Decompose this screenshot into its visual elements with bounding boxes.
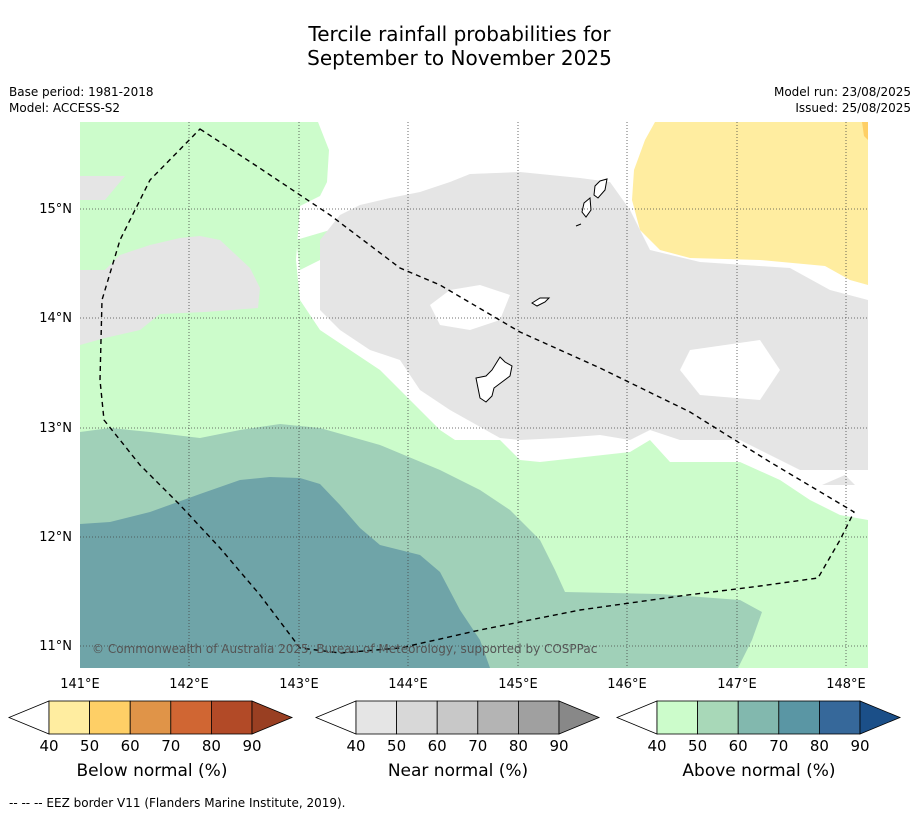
colorbar-tick-label: 90	[549, 737, 568, 755]
near-gap-region	[430, 285, 510, 330]
meta-left: Base period: 1981-2018 Model: ACCESS-S2	[9, 84, 154, 116]
colorbar-tick-label: 80	[509, 737, 528, 755]
colorbar-segment	[89, 700, 131, 735]
colorbar-tick-label: 60	[428, 737, 447, 755]
meta-right: Model run: 23/08/2025 Issued: 25/08/2025	[774, 84, 911, 116]
colorbar-tick-label: 80	[810, 737, 829, 755]
above-60-region	[80, 477, 490, 668]
colorbar-segment	[737, 700, 780, 735]
lon-tick-label: 142°E	[169, 677, 209, 692]
island-saipan	[593, 178, 608, 199]
colorbar-label-below: Below normal (%)	[76, 761, 228, 781]
lat-tick-label: 14°N	[39, 311, 72, 326]
island-tinian	[581, 197, 592, 218]
footnote: -- -- -- EEZ border V11 (Flanders Marine…	[9, 796, 346, 810]
colorbar-tick-label: 90	[242, 737, 261, 755]
colorbar-segment	[129, 700, 172, 735]
colorbar-0: 40 50 60 70 80 90	[7, 700, 294, 755]
near-40-region-corner	[80, 176, 125, 200]
chart-title: Tercile rainfall probabilities for Septe…	[0, 22, 919, 70]
colorbar-tick-label: 70	[468, 737, 487, 755]
colorbar-arrow-high	[558, 700, 601, 735]
colorbar-2: 40 50 60 70 80 90	[615, 700, 902, 755]
near-40-region-small	[822, 475, 855, 485]
lat-tick-label: 15°N	[39, 202, 72, 217]
base-period: Base period: 1981-2018	[9, 85, 154, 99]
below-40-region	[632, 122, 868, 285]
colorbar-segment	[819, 700, 861, 735]
colorbar-tick-label: 50	[80, 737, 99, 755]
grid-lines	[80, 122, 868, 668]
colorbar-tick-label: 80	[202, 737, 221, 755]
colorbar-segment	[518, 700, 560, 735]
lon-tick-label: 145°E	[498, 677, 538, 692]
colorbar-tick-label: 70	[769, 737, 788, 755]
model-run: Model run: 23/08/2025	[773, 85, 911, 99]
colorbar-segment	[697, 700, 739, 735]
colorbar-tick-label: 60	[121, 737, 140, 755]
colorbar-label-above: Above normal (%)	[682, 761, 836, 781]
lat-tick-labels: 15°N 14°N 13°N 12°N 11°N	[39, 202, 72, 654]
colorbar-label-near: Near normal (%)	[387, 761, 529, 781]
colorbars: 40 50 60 70 80 90 40 50 60 70 80 90 40 50 60 70 80 90	[7, 700, 902, 755]
colorbar-segment	[656, 700, 698, 735]
colorbar-arrow-low	[314, 700, 357, 735]
colorbar-segment	[48, 700, 90, 735]
colorbar-arrow-low	[7, 700, 50, 735]
lon-tick-label: 144°E	[388, 677, 428, 692]
colorbar-segment	[210, 700, 253, 735]
lat-tick-label: 12°N	[39, 530, 72, 545]
issued-date: Issued: 25/08/2025	[795, 101, 911, 115]
title-line-2: September to November 2025	[307, 46, 612, 70]
colorbar-segment	[477, 700, 519, 735]
colorbar-arrow-high	[251, 700, 294, 735]
map-area: © Commonwealth of Australia 2025, Bureau…	[80, 122, 868, 668]
colorbar-tick-label: 40	[647, 737, 666, 755]
below-50-region	[862, 122, 868, 140]
colorbar-segment	[778, 700, 820, 735]
lon-tick-label: 147°E	[717, 677, 757, 692]
map-copyright: © Commonwealth of Australia 2025, Bureau…	[92, 642, 597, 656]
lon-tick-labels: 141°E 142°E 143°E 144°E 145°E 146°E 147°…	[60, 677, 866, 692]
island-guam	[475, 356, 513, 403]
island-aguijan	[575, 223, 582, 227]
colorbar-1: 40 50 60 70 80 90	[314, 700, 601, 755]
colorbar-segment	[436, 700, 479, 735]
eez-border	[99, 128, 855, 654]
colorbar-tick-label: 50	[387, 737, 406, 755]
title-line-1: Tercile rainfall probabilities for	[308, 22, 611, 46]
island-rota	[531, 297, 551, 307]
lon-tick-label: 141°E	[60, 677, 100, 692]
colorbar-tick-label: 60	[729, 737, 748, 755]
lon-tick-label: 146°E	[607, 677, 647, 692]
lon-tick-label: 143°E	[279, 677, 319, 692]
near-gap-region-2	[680, 340, 780, 400]
lat-tick-label: 13°N	[39, 421, 72, 436]
colorbar-arrow-low	[615, 700, 658, 735]
colorbar-tick-label: 40	[39, 737, 58, 755]
colorbar-segment	[355, 700, 397, 735]
colorbar-tick-label: 50	[688, 737, 707, 755]
lat-tick-label: 11°N	[39, 639, 72, 654]
colorbar-tick-label: 70	[161, 737, 180, 755]
lon-tick-label: 148°E	[826, 677, 866, 692]
colorbar-tick-label: 90	[850, 737, 869, 755]
colorbar-arrow-high	[859, 700, 902, 735]
model-name: Model: ACCESS-S2	[9, 101, 121, 115]
colorbar-segment	[396, 700, 438, 735]
colorbar-segment	[170, 700, 212, 735]
colorbar-tick-label: 40	[346, 737, 365, 755]
